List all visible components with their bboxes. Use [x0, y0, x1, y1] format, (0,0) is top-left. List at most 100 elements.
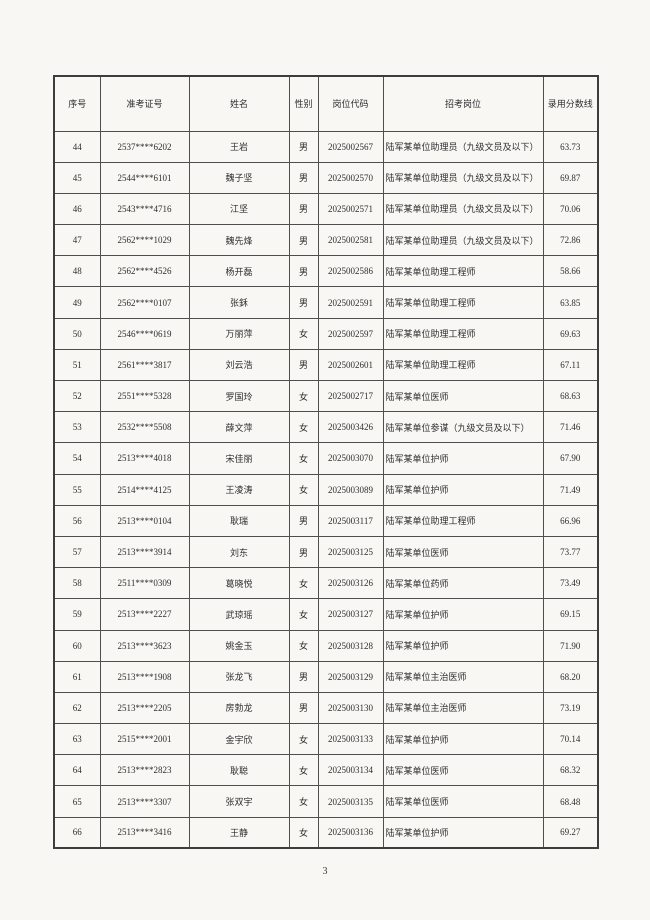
table-header: 序号 准考证号 姓名 性别 岗位代码 招考岗位 录用分数线 [53, 75, 599, 132]
cell-code: 2025003070 [317, 442, 384, 475]
cell-position: 陆军某单位助理工程师 [382, 504, 544, 537]
cell-score: 72.86 [542, 224, 599, 257]
cell-gender: 男 [288, 286, 319, 319]
cell-name: 房勃龙 [188, 691, 290, 725]
cell-gender: 男 [288, 192, 319, 226]
cell-code: 2025002591 [317, 286, 384, 319]
cell-position: 陆军某单位护师 [382, 598, 544, 631]
cell-code: 2025003126 [317, 567, 384, 600]
cell-index: 52 [53, 379, 101, 413]
cell-gender: 女 [288, 785, 319, 818]
table-row: 47 2562****1029 魏先烽男 2025002581 陆军某单位助理员（九级文… [53, 224, 599, 257]
cell-position: 陆军某单位护师 [382, 629, 544, 662]
cell-score: 68.48 [542, 785, 599, 818]
cell-code: 2025003136 [317, 816, 384, 849]
cell-position: 陆军某单位医师 [382, 785, 544, 818]
cell-position: 陆军某单位助理工程师 [382, 317, 544, 350]
cell-ticket: 2537****6202 [99, 130, 190, 163]
cell-gender: 男 [288, 348, 319, 382]
cell-ticket: 2513****2205 [99, 691, 190, 725]
cell-gender: 女 [288, 317, 319, 350]
cell-code: 2025002570 [317, 161, 384, 194]
cell-ticket: 2532****5508 [99, 411, 190, 444]
cell-score: 68.32 [542, 754, 599, 787]
cell-gender: 女 [288, 629, 319, 662]
cell-ticket: 2543****4716 [99, 192, 190, 226]
cell-position: 陆军某单位助理员（九级文员及以下） [382, 224, 544, 257]
cell-ticket: 2551****5328 [99, 379, 190, 413]
cell-index: 51 [53, 348, 101, 382]
cell-code: 2025003128 [317, 629, 384, 662]
cell-index: 64 [53, 754, 101, 787]
cell-position: 陆军某单位参谋（九级文员及以下） [382, 411, 544, 444]
cell-name: 王凌涛 [188, 473, 290, 506]
cell-index: 47 [53, 224, 101, 257]
cell-score: 69.63 [542, 317, 599, 350]
cell-position: 陆军某单位助理工程师 [382, 255, 544, 288]
cell-position: 陆军某单位医师 [382, 535, 544, 569]
cell-gender: 男 [288, 130, 319, 163]
cell-index: 66 [53, 816, 101, 849]
cell-ticket: 2513****3914 [99, 535, 190, 569]
cell-gender: 女 [288, 442, 319, 475]
cell-score: 63.85 [542, 286, 599, 319]
cell-index: 54 [53, 442, 101, 475]
cell-position: 陆军某单位护师 [382, 473, 544, 506]
cell-code: 2025002567 [317, 130, 384, 163]
cell-position: 陆军某单位助理员（九级文员及以下） [382, 130, 544, 163]
cell-score: 58.66 [542, 255, 599, 288]
column-header-score: 录用分数线 [542, 75, 599, 132]
table-header-row: 序号 准考证号 姓名 性别 岗位代码 招考岗位 录用分数线 [53, 75, 599, 132]
table-row: 59 2513****2227 武琼瑶女 2025003127 陆军某单位护师 69.15 [53, 598, 599, 631]
cell-gender: 男 [288, 224, 319, 257]
column-header-name: 姓名 [188, 75, 290, 132]
table-row: 52 2551****5328 罗国玲女 2025002717 陆军某单位医师 68.63 [53, 379, 599, 413]
cell-index: 44 [53, 130, 101, 163]
cell-index: 57 [53, 535, 101, 569]
table-row: 51 2561****3817 刘云浩男 2025002601 陆军某单位助理工程师 67… [53, 348, 599, 382]
cell-name: 葛晓悦 [188, 567, 290, 600]
cell-index: 53 [53, 411, 101, 444]
cell-score: 73.77 [542, 535, 599, 569]
cell-code: 2025003133 [317, 723, 384, 756]
table-row: 62 2513****2205 房勃龙男 2025003130 陆军某单位主治医师 73.… [53, 691, 599, 725]
table-row: 66 2513****3416 王静女 2025003136 陆军某单位护师 69.27 [53, 816, 599, 849]
table-row: 61 2513****1908 张龙飞男 2025003129 陆军某单位主治医师 68.… [53, 660, 599, 693]
cell-code: 2025003426 [317, 411, 384, 444]
cell-ticket: 2544****6101 [99, 161, 190, 194]
cell-index: 62 [53, 691, 101, 725]
cell-ticket: 2514****4125 [99, 473, 190, 506]
cell-score: 68.63 [542, 379, 599, 413]
cell-ticket: 2513****3416 [99, 816, 190, 849]
cell-index: 59 [53, 598, 101, 631]
cell-score: 71.46 [542, 411, 599, 444]
cell-code: 2025003130 [317, 691, 384, 725]
cell-score: 67.11 [542, 348, 599, 382]
cell-ticket: 2561****3817 [99, 348, 190, 382]
cell-score: 66.96 [542, 504, 599, 537]
cell-index: 48 [53, 255, 101, 288]
cell-score: 70.06 [542, 192, 599, 226]
cell-ticket: 2513****2227 [99, 598, 190, 631]
cell-index: 63 [53, 723, 101, 756]
cell-gender: 男 [288, 691, 319, 725]
results-table: 序号 准考证号 姓名 性别 岗位代码 招考岗位 录用分数线 44 2537****6202 王岩… [53, 75, 599, 850]
cell-name: 耿聪 [188, 754, 290, 787]
cell-code: 2025002581 [317, 224, 384, 257]
cell-position: 陆军某单位护师 [382, 723, 544, 756]
cell-score: 63.73 [542, 130, 599, 163]
cell-ticket: 2562****4526 [99, 255, 190, 288]
cell-score: 69.27 [542, 816, 599, 849]
cell-position: 陆军某单位主治医师 [382, 660, 544, 693]
cell-code: 2025002597 [317, 317, 384, 350]
cell-code: 2025003125 [317, 535, 384, 569]
cell-code: 2025002601 [317, 348, 384, 382]
cell-index: 50 [53, 317, 101, 350]
cell-position: 陆军某单位助理员（九级文员及以下） [382, 161, 544, 194]
table-row: 65 2513****3307 张双宇女 2025003135 陆军某单位医师 68.48 [53, 785, 599, 818]
cell-ticket: 2562****0107 [99, 286, 190, 319]
cell-gender: 女 [288, 754, 319, 787]
cell-gender: 女 [288, 816, 319, 849]
cell-index: 58 [53, 567, 101, 600]
cell-name: 张双宇 [188, 785, 290, 818]
